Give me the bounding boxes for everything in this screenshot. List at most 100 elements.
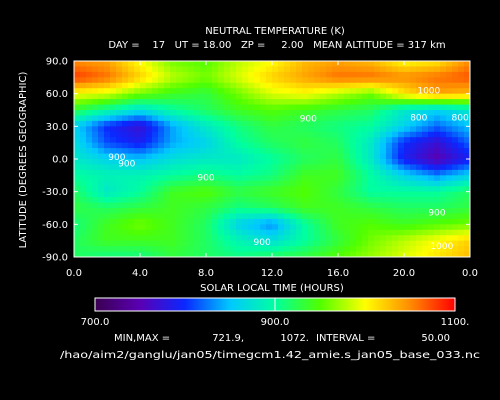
heatmap-cell (296, 71, 303, 78)
heatmap-cell (188, 131, 195, 138)
heatmap-cell (416, 251, 423, 257)
heatmap-cell (374, 164, 381, 171)
heatmap-cell (464, 186, 470, 193)
heatmap-cell (410, 224, 417, 231)
x-axis-ticks: 0.0 4.0 8.0 12.0 16.0 20.0 0.0 (66, 61, 478, 279)
heatmap-cell (386, 202, 393, 209)
heatmap-cell (338, 191, 345, 198)
heatmap-cell (302, 197, 309, 204)
heatmap-cell (464, 104, 470, 111)
heatmap-cell (380, 126, 387, 133)
heatmap-cell (230, 191, 237, 198)
heatmap-cell (398, 240, 405, 247)
heatmap-cell (320, 246, 327, 253)
heatmap-cell (374, 159, 381, 166)
heatmap-cell (314, 61, 321, 68)
heatmap-cell (188, 240, 195, 247)
heatmap-cell (188, 110, 195, 117)
heatmap-cell (218, 137, 225, 144)
heatmap-cell (350, 169, 357, 176)
heatmap-cell (218, 251, 225, 257)
heatmap-cell (188, 115, 195, 122)
heatmap-cell (170, 61, 177, 68)
heatmap-cell (98, 82, 105, 89)
heatmap-cell (326, 175, 333, 182)
heatmap-cell (98, 240, 105, 247)
heatmap-cell (416, 197, 423, 204)
heatmap-cell (176, 131, 183, 138)
heatmap-cell (380, 77, 387, 84)
contour-label: 900 (428, 208, 445, 218)
heatmap-cell (86, 82, 93, 89)
heatmap-cell (302, 251, 309, 257)
heatmap-cell (140, 224, 147, 231)
heatmap-cell (344, 71, 351, 78)
heatmap-cell (422, 213, 429, 220)
heatmap-cell (98, 61, 105, 68)
heatmap-cell (140, 240, 147, 247)
heatmap-cell (182, 224, 189, 231)
heatmap-cell (248, 235, 255, 242)
heatmap-cell (284, 240, 291, 247)
heatmap-cell (464, 240, 470, 247)
heatmap-cell (422, 153, 429, 160)
heatmap-cell (410, 104, 417, 111)
heatmap-cell (242, 180, 249, 187)
heatmap-cell (170, 131, 177, 138)
heatmap-cell (302, 186, 309, 193)
heatmap-cell (146, 71, 153, 78)
heatmap-cell (104, 180, 111, 187)
heatmap-cell (440, 169, 447, 176)
heatmap-cell (242, 186, 249, 193)
heatmap-cell (386, 148, 393, 155)
heatmap-cell (356, 126, 363, 133)
heatmap-cell (134, 164, 141, 171)
heatmap-cell (320, 131, 327, 138)
heatmap-cell (152, 229, 159, 236)
heatmap-cell (98, 88, 105, 95)
heatmap-cell (212, 224, 219, 231)
heatmap-cell (194, 115, 201, 122)
heatmap-cell (428, 104, 435, 111)
heatmap-cell (158, 142, 165, 149)
heatmap-cell (116, 77, 123, 84)
heatmap-cell (320, 153, 327, 160)
heatmap-cell (122, 77, 129, 84)
heatmap-cell (140, 218, 147, 225)
heatmap-cell (410, 164, 417, 171)
heatmap-cell (80, 169, 87, 176)
heatmap-cell (164, 235, 171, 242)
heatmap-cell (242, 71, 249, 78)
heatmap-cell (338, 142, 345, 149)
heatmap-cell (356, 229, 363, 236)
heatmap-cell (386, 213, 393, 220)
heatmap-cell (170, 142, 177, 149)
heatmap-cell (110, 126, 117, 133)
heatmap-cell (338, 218, 345, 225)
heatmap-cell (188, 71, 195, 78)
heatmap-cell (326, 61, 333, 68)
heatmap-cell (224, 218, 231, 225)
heatmap-cell (206, 246, 213, 253)
heatmap-cell (80, 208, 87, 215)
heatmap-cell (248, 88, 255, 95)
heatmap-cell (344, 120, 351, 127)
heatmap-cell (206, 137, 213, 144)
heatmap-cell (446, 153, 453, 160)
heatmap-cell (248, 77, 255, 84)
heatmap-cell (212, 218, 219, 225)
heatmap-cell (428, 180, 435, 187)
heatmap-cell (326, 246, 333, 253)
heatmap-cell (290, 61, 297, 68)
heatmap-cell (254, 77, 261, 84)
heatmap-cell (128, 240, 135, 247)
heatmap-cell (248, 180, 255, 187)
heatmap-cell (182, 213, 189, 220)
heatmap-cell (158, 246, 165, 253)
heatmap-cell (188, 218, 195, 225)
heatmap-cell (458, 202, 465, 209)
heatmap-cell (380, 164, 387, 171)
heatmap-cell (434, 169, 441, 176)
heatmap-cell (98, 148, 105, 155)
heatmap-cell (116, 82, 123, 89)
